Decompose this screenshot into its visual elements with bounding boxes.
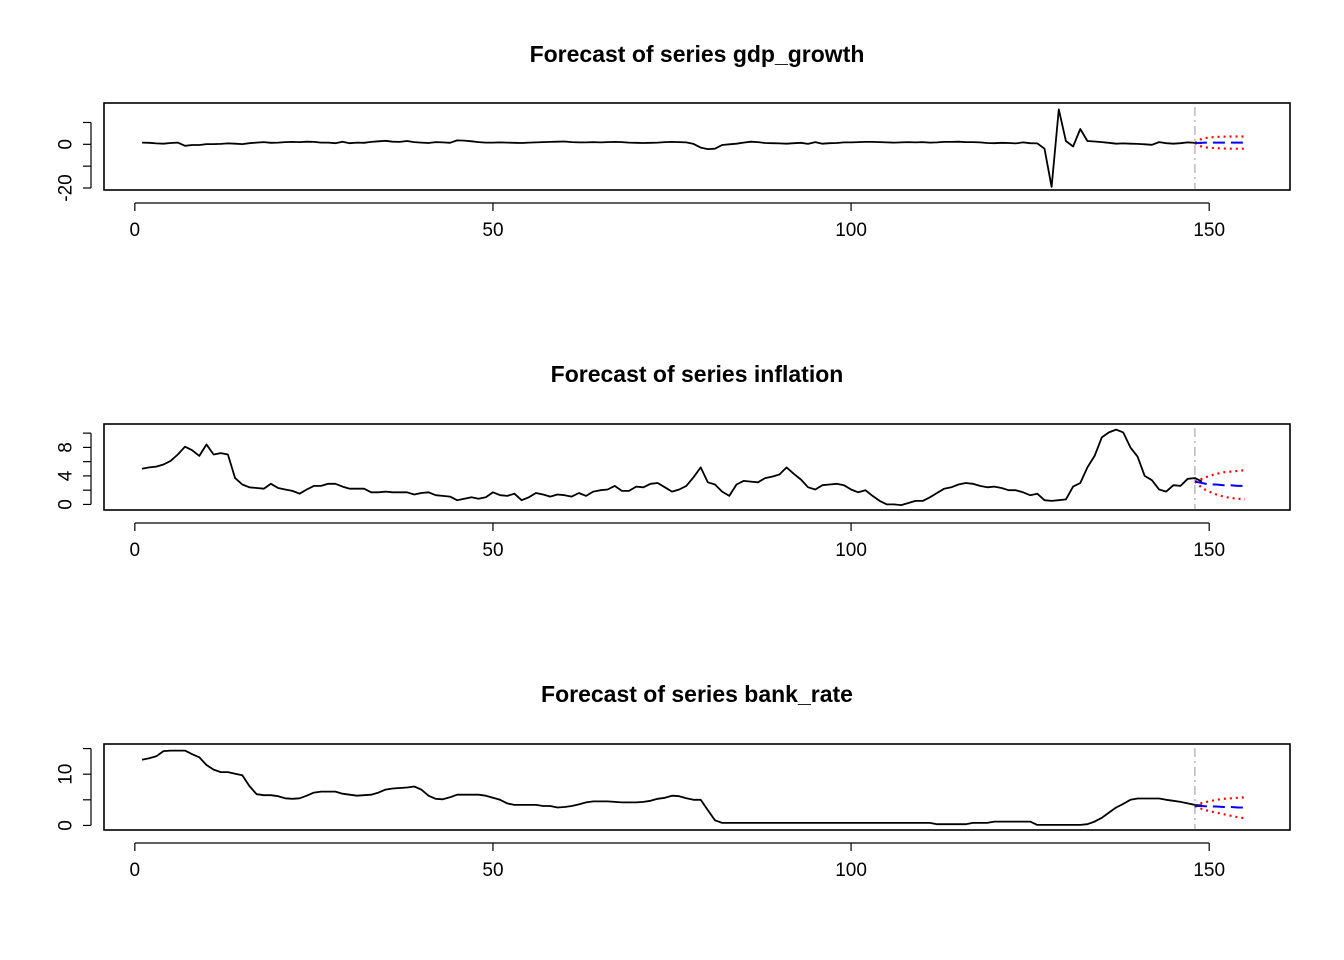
y-tick-label: 0 (56, 820, 77, 831)
plot-frame (103, 423, 1291, 511)
x-tick-label: 100 (835, 220, 867, 241)
x-tick-label: 150 (1193, 540, 1225, 561)
chart-panel-inflation: Forecast of series inflation 0 50 100 150 0 4 8 (56, 361, 1291, 561)
y-tick-label: 0 (56, 499, 77, 510)
y-tick-label: 0 (56, 139, 77, 150)
upper-interval-line (1194, 135, 1245, 144)
plot-frame (103, 743, 1291, 831)
chart-title: Forecast of series inflation (551, 361, 844, 387)
x-tick-label: 150 (1193, 860, 1225, 881)
y-tick-label: 10 (56, 764, 77, 785)
forecast-series-line (1194, 480, 1245, 487)
x-tick-label: 50 (482, 220, 503, 241)
x-tick-label: 50 (482, 540, 503, 561)
x-tick-label: 150 (1193, 220, 1225, 241)
y-tick-label: 8 (56, 442, 77, 453)
lower-interval-line (1194, 142, 1245, 150)
chart-panel-bank-rate: Forecast of series bank_rate 0 50 100 150 0 10 (56, 681, 1291, 881)
x-tick-label: 100 (835, 860, 867, 881)
x-tick-label: 100 (835, 540, 867, 561)
history-series-line (141, 749, 1203, 826)
x-tick-label: 50 (482, 860, 503, 881)
plot-frame (103, 102, 1291, 191)
chart-title: Forecast of series gdp_growth (530, 41, 865, 67)
upper-interval-line (1194, 796, 1246, 808)
x-tick-label: 0 (130, 540, 141, 561)
x-tick-label: 0 (130, 860, 141, 881)
upper-interval-line (1194, 469, 1246, 483)
y-tick-label: -20 (56, 174, 77, 201)
chart-title: Forecast of series bank_rate (541, 681, 853, 707)
history-series-line (141, 428, 1203, 507)
chart-panel-gdp-growth: Forecast of series gdp_growth 0 50 100 150 -2… (56, 41, 1291, 241)
lower-interval-line (1194, 804, 1246, 820)
y-tick-label: 4 (56, 470, 77, 481)
history-series-line (141, 108, 1203, 188)
x-tick-label: 0 (130, 220, 141, 241)
forecast-series-line (1194, 805, 1245, 809)
